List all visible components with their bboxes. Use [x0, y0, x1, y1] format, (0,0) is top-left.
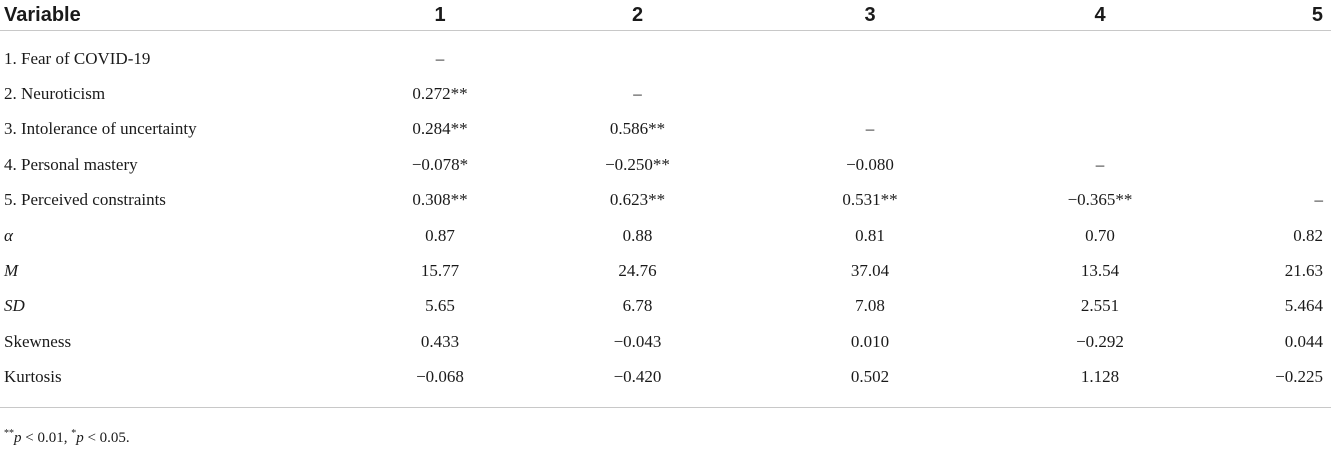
table-cell	[985, 76, 1215, 111]
table-cell: 0.433	[420, 331, 460, 351]
table-cell	[1215, 147, 1331, 182]
table-cell: 6.78	[622, 296, 653, 316]
table-cell: 0.531**	[842, 190, 898, 210]
table-cell: 0.81	[855, 225, 885, 245]
row-label: Skewness	[4, 331, 72, 351]
table-cell	[1215, 76, 1331, 111]
header-col-3: 3	[755, 0, 985, 31]
row-label: M	[4, 261, 19, 281]
row-label: 4. Personal mastery	[4, 154, 138, 174]
table-row: α 0.87 0.88 0.81 0.70 0.82	[0, 218, 1331, 253]
correlation-table: Variable 1 2 3 4 5 1. Fear of COVID-19–2…	[0, 0, 1331, 408]
table-cell: 0.586**	[609, 119, 666, 139]
table-cell: −0.225	[1275, 367, 1323, 387]
footnote-sig2-mark: *	[71, 428, 77, 439]
table-cell: 0.70	[1085, 225, 1115, 245]
table-cell: 0.88	[622, 225, 653, 245]
table-cell: 0.502	[850, 367, 890, 387]
correlation-table-container: Variable 1 2 3 4 5 1. Fear of COVID-19–2…	[0, 0, 1331, 408]
table-cell: 0.010	[850, 331, 890, 351]
table-cell: 0.284**	[412, 119, 468, 139]
table-cell: 7.08	[855, 296, 885, 316]
header-col-4: 4	[985, 0, 1215, 31]
table-cell: −0.080	[846, 154, 894, 174]
table-cell	[985, 112, 1215, 147]
table-row: Skewness 0.433 −0.043 0.010 −0.292 0.044	[0, 324, 1331, 359]
footnote-sig1-rest: < 0.01,	[21, 430, 72, 446]
table-cell: –	[1314, 190, 1324, 210]
table-cell: −0.365**	[1067, 190, 1133, 210]
table-row: 2. Neuroticism 0.272** –	[0, 76, 1331, 111]
table-cell: 0.044	[1284, 331, 1323, 351]
table-header: Variable 1 2 3 4 5	[0, 0, 1331, 31]
table-cell: −0.250**	[605, 154, 670, 174]
table-cell	[755, 76, 985, 111]
table-cell: 37.04	[850, 261, 890, 281]
row-label: Kurtosis	[4, 367, 62, 387]
table-cell	[755, 41, 985, 76]
header-col-2: 2	[520, 0, 755, 31]
table-cell	[985, 41, 1215, 76]
table-cell	[520, 41, 755, 76]
table-cell: 13.54	[1080, 261, 1120, 281]
table-cell: 21.63	[1284, 261, 1323, 281]
footnote-sig2-rest: < 0.05.	[83, 430, 130, 446]
footnote-sig1-p: p	[14, 430, 22, 446]
row-label: 5. Perceived constraints	[4, 190, 166, 210]
table-cell	[1215, 41, 1331, 76]
footnote-sig1-mark: **	[4, 428, 14, 439]
table-cell: –	[435, 48, 445, 68]
table-row: 1. Fear of COVID-19 –	[0, 41, 1331, 76]
table-row: SD 5.65 6.78 7.08 2.551 5.464	[0, 289, 1331, 324]
row-label: 1. Fear of COVID-19	[4, 48, 151, 68]
table-cell: −0.043	[613, 331, 662, 351]
table-cell: 15.77	[420, 261, 460, 281]
table-cell: 0.272**	[412, 84, 468, 104]
table-cell: 0.623**	[609, 190, 666, 210]
row-label: α	[4, 225, 13, 245]
footnote-sig2-p: p	[76, 430, 84, 446]
table-cell: –	[865, 119, 875, 139]
table-cell: 24.76	[618, 261, 657, 281]
table-row: M 15.77 24.76 37.04 13.54 21.63	[0, 253, 1331, 288]
table-row: 5. Perceived constraints 0.308** 0.623** 0.…	[0, 183, 1331, 218]
table-cell: 0.87	[425, 225, 455, 245]
table-cell: −0.078*	[411, 154, 469, 174]
table-row: 4. Personal mastery −0.078* −0.250** −0.080…	[0, 147, 1331, 182]
table-cell: –	[633, 84, 642, 104]
table-cell: –	[1095, 154, 1105, 174]
row-label: 2. Neuroticism	[4, 84, 106, 104]
table-body: 1. Fear of COVID-19 – 2. Neuroticism 0.272*…	[0, 31, 1331, 408]
table-row: 3. Intolerance of uncertainty 0.284** 0.58…	[0, 112, 1331, 147]
header-variable: Variable	[0, 0, 360, 31]
table-cell: −0.292	[1076, 331, 1124, 351]
table-cell: 2.551	[1080, 296, 1120, 316]
table-cell: −0.420	[613, 367, 662, 387]
table-cell: 5.65	[425, 296, 455, 316]
table-cell: −0.068	[416, 367, 464, 387]
table-cell: 1.128	[1080, 367, 1120, 387]
table-cell: 0.82	[1293, 225, 1323, 245]
table-cell: 5.464	[1284, 296, 1323, 316]
table-cell	[1215, 112, 1331, 147]
row-label: 3. Intolerance of uncertainty	[4, 119, 197, 139]
header-col-1: 1	[360, 0, 520, 31]
header-col-5: 5	[1215, 0, 1331, 31]
table-footnote: **p < 0.01, *p < 0.05.	[4, 428, 130, 447]
table-cell: 0.308**	[412, 190, 468, 210]
row-label: SD	[4, 296, 25, 316]
table-row: Kurtosis −0.068 −0.420 0.502 1.128 −0.225	[0, 360, 1331, 395]
